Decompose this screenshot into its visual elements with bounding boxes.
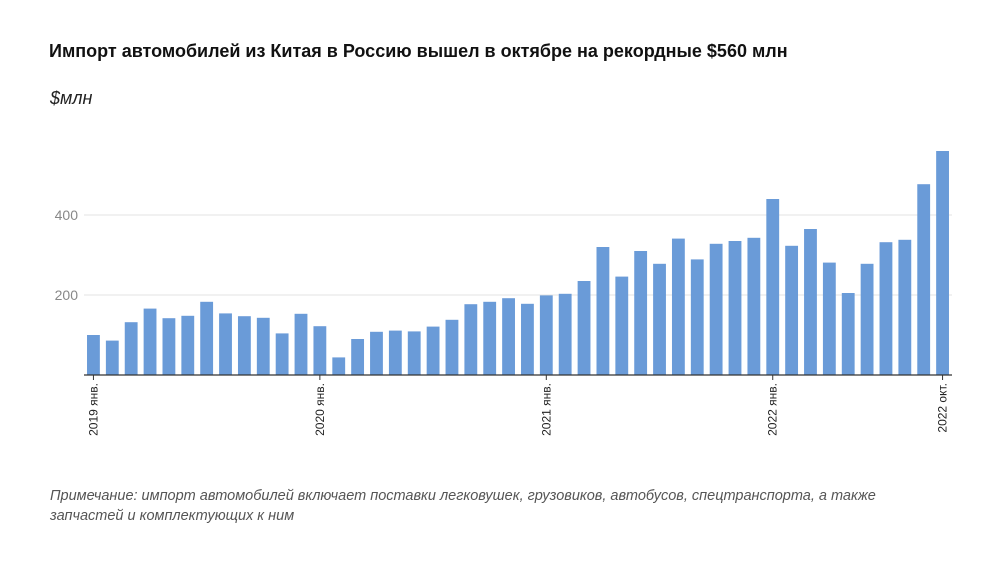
bar-35 [747, 237, 761, 375]
x-tick-label: 2022 янв. [766, 383, 780, 436]
bar-5 [181, 315, 195, 375]
bar-12 [313, 326, 327, 375]
x-tick-labels: 2019 янв. 2020 янв. 2021 янв. 2022 янв. 2022… [86, 375, 950, 436]
bar-38 [804, 229, 817, 375]
bar-25 [558, 293, 572, 375]
bar-15 [370, 331, 383, 375]
bar-26 [577, 281, 591, 375]
x-tick-label: 2019 янв. [86, 383, 100, 436]
chart-title: Импорт автомобилей из Китая в Россию выш… [49, 41, 788, 61]
bar-24 [539, 295, 553, 375]
bar-40 [841, 293, 855, 375]
bar-0 [87, 335, 100, 375]
bar-29 [634, 251, 648, 375]
bar-11 [294, 313, 308, 375]
bar-44 [917, 184, 931, 375]
bar-4 [162, 318, 176, 375]
bar-23 [521, 303, 534, 375]
bar-6 [200, 301, 214, 375]
bar-22 [502, 298, 515, 375]
bar-37 [785, 245, 799, 375]
bar-8 [237, 316, 251, 375]
bar-28 [615, 276, 629, 375]
bar-43 [898, 239, 912, 375]
bar-39 [822, 262, 836, 375]
bar-32 [690, 259, 704, 375]
bar-27 [596, 247, 610, 375]
bar-33 [709, 243, 723, 375]
bar-31 [671, 238, 685, 375]
y-tick-label: 400 [55, 207, 79, 223]
bar-7 [219, 313, 232, 375]
bars [87, 151, 949, 375]
chart-note: Примечание: импорт автомобилей включает … [50, 488, 876, 524]
bar-34 [728, 241, 742, 375]
y-tick-label: 200 [55, 287, 79, 303]
x-tick-label: 2021 янв. [539, 383, 553, 436]
bar-16 [388, 330, 402, 375]
bar-45 [936, 151, 949, 375]
bar-1 [105, 340, 119, 375]
bar-18 [426, 326, 440, 375]
y-axis-unit-label: $млн [50, 88, 93, 108]
bar-20 [464, 304, 478, 375]
bar-3 [143, 308, 157, 375]
x-tick-label: 2022 окт. [936, 383, 950, 433]
bar-9 [256, 317, 270, 375]
bar-42 [879, 242, 893, 375]
bar-14 [351, 339, 365, 375]
bar-10 [275, 333, 289, 375]
bar-30 [653, 263, 666, 375]
gridlines [84, 214, 952, 296]
y-tick-labels: 200 400 [55, 207, 79, 303]
bar-13 [332, 357, 346, 375]
bar-21 [483, 301, 497, 375]
x-tick-label: 2020 янв. [313, 383, 327, 436]
bar-41 [860, 263, 874, 375]
bar-19 [445, 319, 459, 375]
bar-17 [407, 331, 421, 375]
bar-36 [766, 199, 780, 375]
bar-2 [124, 322, 138, 375]
